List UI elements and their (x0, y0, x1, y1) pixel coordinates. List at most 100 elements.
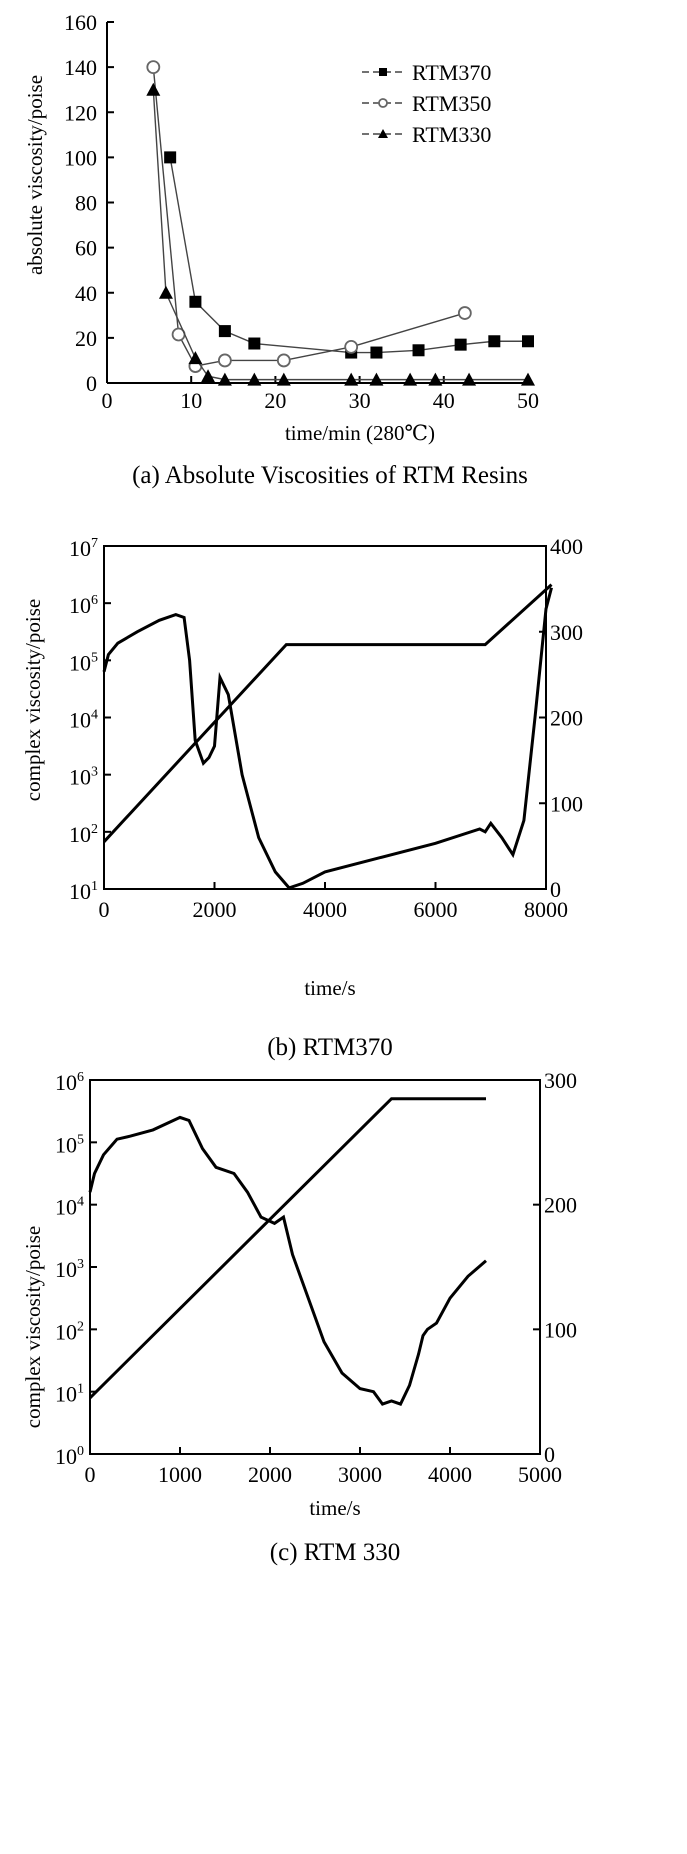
x-tick-label: 4000 (303, 897, 347, 922)
y-tick-label: 105 (69, 650, 98, 675)
y2-tick-label: 100 (550, 791, 583, 816)
data-point-RTM330 (521, 372, 535, 386)
y-tick-label: 104 (55, 1195, 84, 1220)
y-tick-label: 106 (69, 593, 98, 618)
x-tick-label: 3000 (338, 1462, 382, 1487)
y-tick-label: 140 (64, 55, 97, 80)
y-tick-label: 160 (64, 10, 97, 35)
legend-marker-RTM350 (378, 98, 388, 108)
data-point-RTM350 (276, 353, 291, 368)
data-point-RTM330 (403, 372, 418, 386)
y-tick-label: 20 (75, 326, 97, 351)
data-point-RTM330 (146, 82, 161, 96)
data-point-RTM350 (217, 353, 232, 368)
data-point-RTM330 (217, 372, 232, 386)
chart-c-xlabel: time/s (309, 1496, 360, 1520)
chart-c-caption: (c) RTM 330 (270, 1539, 400, 1566)
temperature-curve (88, 1097, 486, 1399)
y2-tick-label: 400 (550, 534, 583, 559)
data-point-RTM330 (344, 372, 359, 386)
chart-b-caption: (b) RTM370 (267, 1034, 393, 1061)
y-tick-label: 103 (69, 765, 98, 790)
y-tick-label: 104 (69, 708, 98, 733)
data-point-RTM370 (488, 335, 501, 348)
temperature-curve (102, 583, 553, 843)
plot-frame (103, 545, 547, 890)
y2-tick-label: 200 (550, 706, 583, 731)
chart-a: 0 20 40 60 80 100 120 140 160 0 10 20 30 40 50 RTM370 RT… (23, 10, 539, 489)
data-point-RTM330 (188, 351, 203, 365)
x-tick-label: 8000 (524, 897, 568, 922)
y-tick-label: 0 (86, 371, 97, 396)
y-tick-label: 101 (69, 879, 98, 904)
y-tick-label: 105 (55, 1132, 84, 1157)
data-point-RTM330 (247, 372, 262, 386)
chart-a-caption: (a) Absolute Viscosities of RTM Resins (132, 462, 528, 489)
legend-marker-RTM370 (379, 68, 387, 76)
chart-a-xlabel: time/min (280℃) (285, 421, 435, 445)
chart-a-ylabel: absolute viscosity/poise (23, 75, 47, 275)
data-point-RTM350 (457, 306, 472, 320)
data-point-RTM330 (462, 372, 477, 386)
legend-label-RTM350: RTM350 (412, 91, 491, 116)
y2-tick-label: 300 (544, 1068, 577, 1093)
legend-label-RTM330: RTM330 (412, 122, 491, 147)
x-tick-label: 1000 (158, 1462, 202, 1487)
x-tick-label: 0 (102, 388, 113, 413)
x-tick-label: 0 (99, 897, 110, 922)
x-tick-label: 2000 (248, 1462, 292, 1487)
data-point-RTM330 (158, 285, 173, 299)
x-tick-label: 20 (264, 388, 286, 413)
data-point-RTM370 (218, 325, 231, 338)
data-point-RTM330 (201, 369, 216, 383)
y2-tick-label: 200 (544, 1193, 577, 1218)
data-point-RTM370 (164, 151, 177, 164)
data-point-RTM370 (248, 337, 261, 350)
data-point-RTM370 (370, 346, 383, 359)
legend-marker-RTM330 (378, 129, 388, 138)
x-tick-label: 2000 (193, 897, 237, 922)
viscosity-curve (102, 587, 553, 890)
y-tick-label: 102 (69, 822, 98, 847)
y-tick-label: 102 (55, 1319, 84, 1344)
data-point-RTM330 (428, 372, 443, 386)
y-tick-label: 101 (55, 1382, 84, 1407)
chart-b-xlabel: time/s (304, 976, 355, 1000)
data-point-RTM330 (276, 372, 291, 386)
chart-c-ylabel: complex viscosity/poise (21, 1226, 45, 1428)
y-tick-label: 120 (64, 100, 97, 125)
viscosity-curve (88, 1115, 487, 1406)
y-tick-label: 100 (55, 1444, 84, 1469)
data-point-RTM370 (522, 335, 534, 348)
x-tick-label: 40 (433, 388, 455, 413)
y-tick-label: 100 (64, 145, 97, 170)
data-point-RTM350 (146, 60, 161, 75)
y2-tick-label: 0 (550, 877, 561, 902)
x-tick-label: 0 (85, 1462, 96, 1487)
x-tick-label: 30 (349, 388, 371, 413)
y2-tick-label: 300 (550, 620, 583, 645)
y2-tick-label: 0 (544, 1442, 555, 1467)
data-point-RTM370 (412, 344, 425, 357)
y-tick-label: 80 (75, 191, 97, 216)
y-tick-label: 106 (55, 1070, 84, 1095)
data-point-RTM350 (344, 339, 359, 354)
y2-tick-label: 100 (544, 1317, 577, 1342)
y-tick-label: 60 (75, 236, 97, 261)
x-tick-label: 10 (180, 388, 202, 413)
x-tick-label: 4000 (428, 1462, 472, 1487)
legend-label-RTM370: RTM370 (412, 60, 491, 85)
data-point-RTM370 (454, 338, 467, 351)
x-tick-label: 50 (517, 388, 539, 413)
chart-b-ylabel: complex viscosity/poise (21, 599, 45, 801)
data-point-RTM370 (189, 295, 202, 308)
x-tick-label: 6000 (414, 897, 458, 922)
data-point-RTM330 (369, 372, 384, 386)
y-tick-label: 107 (69, 536, 98, 561)
y-tick-label: 103 (55, 1257, 84, 1282)
series-line-RTM370 (169, 157, 528, 354)
x-tick-label: 5000 (518, 1462, 562, 1487)
y-tick-label: 40 (75, 281, 97, 306)
